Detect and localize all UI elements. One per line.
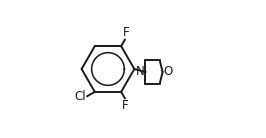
Text: Cl: Cl <box>74 90 86 103</box>
Text: F: F <box>123 26 129 39</box>
Text: N: N <box>136 65 144 79</box>
Text: O: O <box>164 65 173 79</box>
Text: F: F <box>122 99 129 112</box>
